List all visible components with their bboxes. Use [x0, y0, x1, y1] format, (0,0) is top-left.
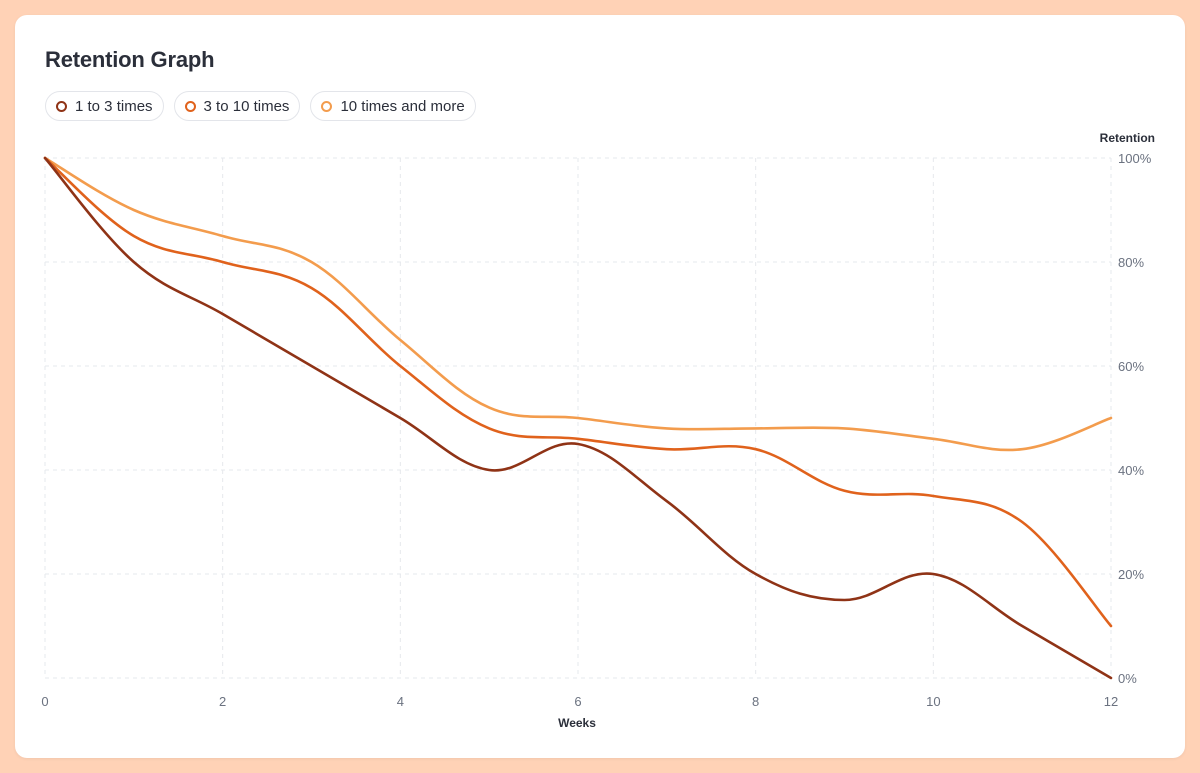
y-tick-label: 100%	[1118, 151, 1152, 166]
legend-marker-icon	[184, 100, 196, 112]
y-tick-label: 60%	[1118, 359, 1144, 374]
legend-marker-icon	[56, 100, 67, 112]
x-axis-title: Weeks	[558, 716, 596, 730]
y-tick-label: 20%	[1118, 567, 1144, 582]
series-line-10-times-and-more[interactable]	[43, 156, 1113, 452]
legend-item-10-times-and-more[interactable]: 10 times and more	[310, 91, 476, 121]
x-tick-label: 10	[926, 694, 940, 709]
y-tick-label: 80%	[1118, 255, 1144, 270]
y-tick-label: 0%	[1118, 671, 1137, 686]
chart-card: Retention Graph 1 to 3 times 3 to 10 tim…	[15, 15, 1185, 758]
chart-title: Retention Graph	[45, 47, 215, 72]
series-line-1-to-3-times[interactable]	[43, 156, 1113, 680]
legend-item-3-to-10-times[interactable]: 3 to 10 times	[173, 91, 301, 121]
series-line-3-to-10-times[interactable]	[43, 156, 1113, 628]
legend: 1 to 3 times 3 to 10 times 10 times and …	[45, 91, 476, 121]
x-tick-label: 12	[1104, 694, 1118, 709]
y-tick-label: 40%	[1118, 463, 1144, 478]
legend-item-1-to-3-times[interactable]: 1 to 3 times	[45, 91, 164, 121]
legend-label: 10 times and more	[340, 97, 465, 115]
legend-label: 3 to 10 times	[203, 97, 290, 115]
x-tick-label: 6	[574, 694, 581, 709]
x-tick-label: 0	[41, 694, 48, 709]
y-axis-title: Retention	[1100, 131, 1155, 145]
x-tick-label: 4	[397, 694, 404, 709]
x-tick-label: 8	[752, 694, 759, 709]
legend-marker-icon	[321, 100, 333, 112]
x-tick-label: 2	[219, 694, 226, 709]
legend-label: 1 to 3 times	[75, 97, 153, 115]
axes: 0% 20% 40% 60% 80% 100% 0 2 4 6 8 10 12	[41, 151, 1151, 709]
series-lines	[43, 156, 1113, 680]
